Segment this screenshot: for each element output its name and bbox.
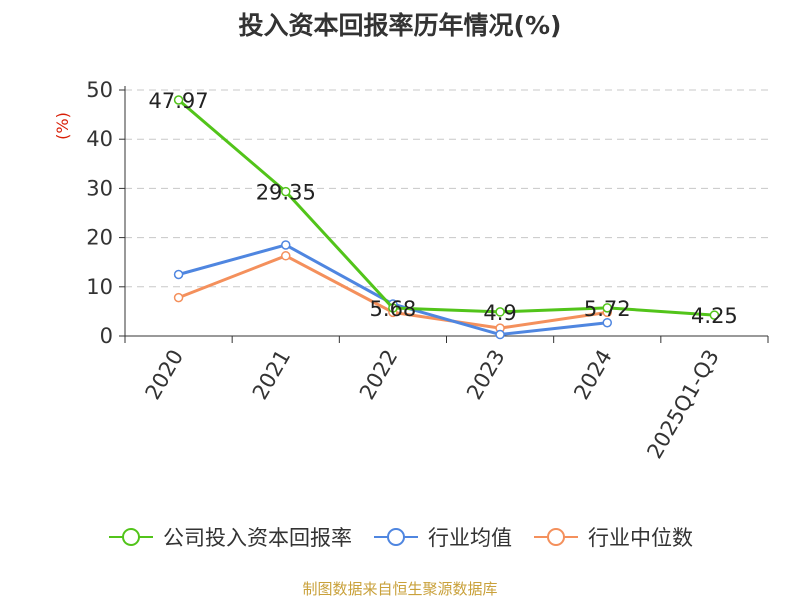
- data-label: 5.68: [370, 297, 417, 321]
- data-point: [173, 292, 184, 303]
- data-source-note: 制图数据来自恒生聚源数据库: [302, 580, 498, 598]
- y-tick-label: 50: [86, 78, 113, 102]
- data-point: [495, 307, 505, 317]
- legend-item-industry-mean[interactable]: 行业均值: [372, 522, 512, 552]
- x-tick-label: 2025Q1-Q3: [642, 346, 724, 463]
- y-tick-label: 0: [100, 324, 113, 348]
- data-point: [173, 269, 184, 280]
- y-axis-label: (%): [53, 112, 72, 140]
- data-point: [388, 303, 398, 313]
- x-tick-label: 2021: [248, 346, 296, 404]
- y-tick-label: 40: [86, 127, 113, 151]
- data-label: 47.97: [149, 89, 209, 113]
- y-tick-label: 30: [86, 176, 113, 200]
- y-tick-label: 10: [86, 275, 113, 299]
- legend-item-company[interactable]: 公司投入资本回报率: [107, 522, 352, 552]
- legend-label-company: 公司投入资本回报率: [163, 526, 352, 550]
- legend-label-industry-median: 行业中位数: [588, 526, 693, 550]
- data-label: 4.9: [483, 301, 516, 325]
- data-point: [173, 95, 184, 105]
- x-tick-label: 2022: [355, 346, 403, 404]
- y-tick-label: 20: [86, 226, 113, 250]
- x-tick-label: 2023: [462, 346, 510, 404]
- legend-marker-industry-mean: [374, 528, 418, 546]
- x-tick-label: 2020: [141, 346, 189, 404]
- data-label: 4.25: [691, 304, 738, 328]
- data-point: [602, 317, 612, 328]
- legend-label-industry-mean: 行业均值: [428, 526, 512, 550]
- data-label: 29.35: [256, 181, 316, 205]
- data-point: [495, 329, 505, 340]
- data-label: 5.72: [584, 297, 631, 321]
- x-tick-label: 2024: [569, 346, 617, 404]
- data-point: [281, 186, 291, 197]
- legend-marker-company: [109, 528, 153, 546]
- legend-item-industry-median[interactable]: 行业中位数: [532, 522, 693, 552]
- legend-marker-industry-median: [534, 528, 578, 546]
- data-point: [602, 303, 612, 313]
- legend: 公司投入资本回报率 行业均值 行业中位数: [0, 520, 800, 554]
- data-point: [709, 310, 720, 320]
- chart-title: 投入资本回报率历年情况(%): [238, 11, 562, 40]
- data-point: [281, 251, 291, 261]
- series-line: [177, 98, 715, 317]
- data-point: [281, 240, 291, 250]
- line-chart: 0 10 20 30 40 50 (%) 2020 2021 2022 2023 2024 2025Q1…: [53, 78, 769, 463]
